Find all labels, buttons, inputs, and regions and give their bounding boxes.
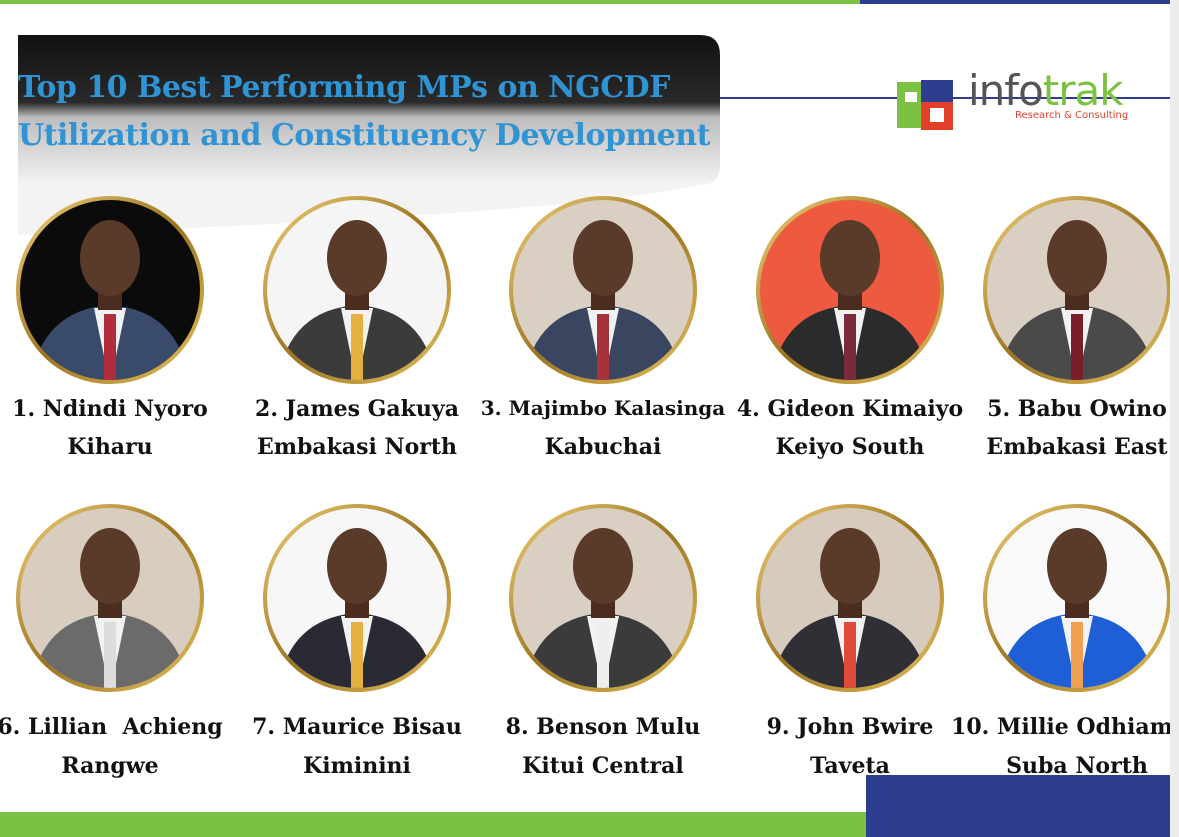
mp-name: 1. Ndindi Nyoro [12,396,208,422]
head [1047,220,1107,296]
constituency: Kiharu [67,434,153,460]
photo [987,508,1167,688]
photo [267,200,447,380]
tie [351,622,363,688]
photo [513,200,693,380]
constituency: Kiminini [303,753,411,779]
logo-part: trak [1042,66,1124,115]
mp-name: 4. Gideon Kimaiyo [736,396,964,422]
photo [20,200,200,380]
logo-text: infotrak [968,66,1124,115]
photo [760,508,940,688]
mp-name: 2. James Gakuya [255,396,459,422]
constituency: Taveta [810,753,890,779]
photo [267,508,447,688]
portrait [16,504,204,692]
photo [513,508,693,688]
head [327,528,387,604]
constituency: Suba North [1006,753,1148,779]
head [573,528,633,604]
portrait [509,504,697,692]
portrait [263,504,451,692]
head [820,220,880,296]
logo-part: info [968,66,1044,115]
title: Utilization and Constituency Development [18,118,710,153]
head [820,528,880,604]
logo-icon [897,80,953,130]
tie [844,622,856,688]
tie [844,314,856,380]
constituency: Kabuchai [544,434,662,460]
photo [20,508,200,688]
head [1047,528,1107,604]
constituency: Rangwe [61,753,159,779]
mp-name: 8. Benson Mulu [505,714,701,740]
mp-name: 10. Millie Odhiambo [951,714,1170,740]
tie [351,314,363,380]
head [80,220,140,296]
mp-name: 5. Babu Owino [987,396,1167,422]
title-banner [18,35,720,185]
portrait [756,504,944,692]
top-bar [0,0,860,4]
head [573,220,633,296]
mp-name: 9. John Bwire [766,714,934,740]
mp-name: 7. Maurice Bisau [252,714,462,740]
portrait [16,196,204,384]
logo-tagline: Research & Consulting [1015,110,1129,121]
tie [104,622,116,688]
head [80,528,140,604]
head [327,220,387,296]
portrait [983,196,1170,384]
portrait [983,504,1170,692]
portrait [509,196,697,384]
portrait [263,196,451,384]
bottom-block [866,775,1170,837]
portrait [756,196,944,384]
top-bar [860,0,1170,4]
title: Top 10 Best Performing MPs on NGCDF [18,70,670,105]
photo [760,200,940,380]
constituency: Embakasi East [986,434,1168,460]
tie [597,622,609,688]
tie [1071,314,1083,380]
mp-name: 6. Lillian Achieng [0,714,223,740]
tie [104,314,116,380]
tie [1071,622,1083,688]
constituency: Keiyo South [775,434,925,460]
photo [987,200,1167,380]
constituency: Kitui Central [522,753,684,779]
constituency: Embakasi North [256,434,458,460]
tie [597,314,609,380]
mp-name: 3. Majimbo Kalasinga [480,396,726,420]
